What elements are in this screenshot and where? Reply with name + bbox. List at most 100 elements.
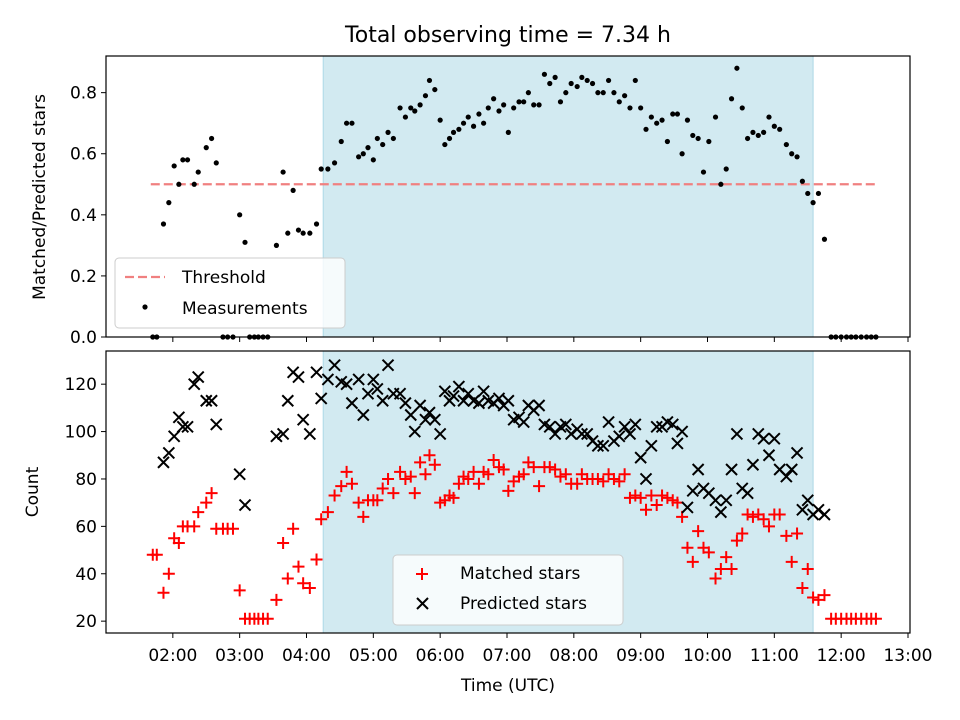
predicted-star-marker (650, 420, 663, 434)
matched-star-marker (623, 491, 636, 504)
measurement-point (417, 102, 423, 108)
matched-star-marker (597, 475, 610, 488)
measurement-point (616, 99, 622, 105)
measurement-point (536, 102, 542, 108)
ratio-legend: Threshold Measurements (114, 257, 346, 329)
predicted-star-marker (675, 425, 689, 438)
matched-star-marker (394, 465, 407, 478)
matched-star-marker (162, 567, 175, 580)
count-y-tick-label: 20 (75, 612, 97, 632)
measurement-point (632, 77, 638, 84)
matched-star-marker (462, 472, 475, 485)
x-tick-label: 13:00 (883, 646, 932, 666)
predicted-star-marker (310, 366, 323, 379)
measurement-point (273, 242, 280, 248)
measurement-point (799, 178, 805, 184)
predicted-star-marker (785, 463, 798, 476)
matched-star-marker (150, 548, 163, 561)
predicted-star-marker (741, 486, 754, 500)
predicted-star-marker (233, 468, 246, 481)
matched-star-marker (399, 472, 412, 485)
matched-star-marker (452, 477, 465, 490)
matched-legend-swatch (416, 568, 428, 580)
measurement-point (627, 105, 633, 111)
measurement-point (755, 132, 761, 139)
measurement-point (412, 108, 418, 114)
predicted-star-marker (623, 427, 637, 441)
measurement-point (397, 105, 403, 111)
predicted-star-marker (188, 377, 201, 391)
matched-star-marker (382, 472, 395, 485)
predicted-star-marker (345, 396, 359, 410)
matched-star-marker (640, 503, 653, 516)
measurement-point (496, 108, 502, 114)
count-y-tick-label: 100 (65, 423, 97, 443)
measurement-point (574, 83, 580, 90)
matched-star-marker (796, 581, 809, 594)
measurement-point (331, 160, 338, 166)
matched-star-marker (376, 482, 389, 495)
predicted-star-marker (543, 420, 556, 434)
measurement-point (552, 74, 558, 80)
matched-star-marker (869, 612, 882, 625)
count-y-tick-label: 80 (75, 470, 97, 490)
matched-star-marker (543, 461, 556, 474)
measurement-point (426, 77, 433, 84)
matched-legend-label: Matched stars (460, 564, 580, 584)
measurement-point (516, 99, 522, 105)
predicted-star-marker (818, 508, 831, 521)
measurement-point (195, 169, 201, 175)
x-tick-label: 10:00 (683, 646, 732, 666)
ratio-panel-frame (105, 55, 911, 338)
predicted-star-marker (462, 387, 475, 400)
measurement-point (313, 221, 320, 227)
predicted-star-marker (447, 389, 460, 403)
predicted-star-marker (671, 437, 684, 450)
measurement-point (712, 114, 719, 120)
predicted-star-marker (559, 418, 573, 431)
measurement-point (160, 221, 167, 227)
predicted-star-marker (314, 392, 328, 405)
predicted-star-marker (618, 420, 631, 434)
ratio-y-tick-label: 0.4 (70, 206, 97, 226)
matched-star-marker (801, 563, 814, 576)
matched-star-marker (554, 470, 567, 483)
predicted-star-marker (399, 396, 412, 410)
ratio-y-tick-label: 0.8 (70, 84, 97, 104)
measurement-point (815, 190, 822, 197)
matched-star-marker (607, 472, 620, 485)
count-panel: 20 40 60 80 100 120 02:00 03:00 04:00 05:00 06:00… (23, 350, 932, 696)
measurement-point (761, 129, 767, 135)
measurement-point (343, 120, 350, 126)
matched-star-marker (812, 593, 825, 606)
measurement-point (648, 114, 654, 120)
matched-star-marker (527, 461, 540, 474)
predicted-star-marker (681, 501, 694, 514)
matched-star-marker (472, 477, 485, 490)
measurement-point (679, 151, 685, 157)
measurement-point (739, 105, 745, 111)
measurement-point (422, 93, 429, 99)
x-axis-label: Time (UTC) (460, 676, 555, 696)
predicted-star-marker (371, 382, 384, 396)
measurement-point (622, 93, 628, 99)
measurement-point (584, 77, 590, 84)
predicted-star-marker (340, 377, 353, 391)
measurement-point (290, 187, 296, 193)
measurement-point (766, 114, 772, 120)
predicted-star-marker (296, 413, 310, 426)
measurement-point (674, 111, 681, 117)
predicted-star-marker (181, 420, 194, 434)
count-y-tick-label: 40 (75, 565, 97, 585)
measurements-legend-label: Measurements (182, 299, 308, 319)
predicted-star-marker (645, 439, 658, 452)
matched-star-marker (192, 506, 205, 519)
predicted-star-marker (686, 484, 700, 498)
matched-star-marker (650, 499, 663, 512)
predicted-star-marker (762, 449, 776, 462)
measurement-point (491, 96, 497, 102)
matched-star-marker (303, 581, 316, 594)
matched-star-marker (613, 475, 626, 488)
x-tick-label: 04:00 (282, 646, 331, 666)
